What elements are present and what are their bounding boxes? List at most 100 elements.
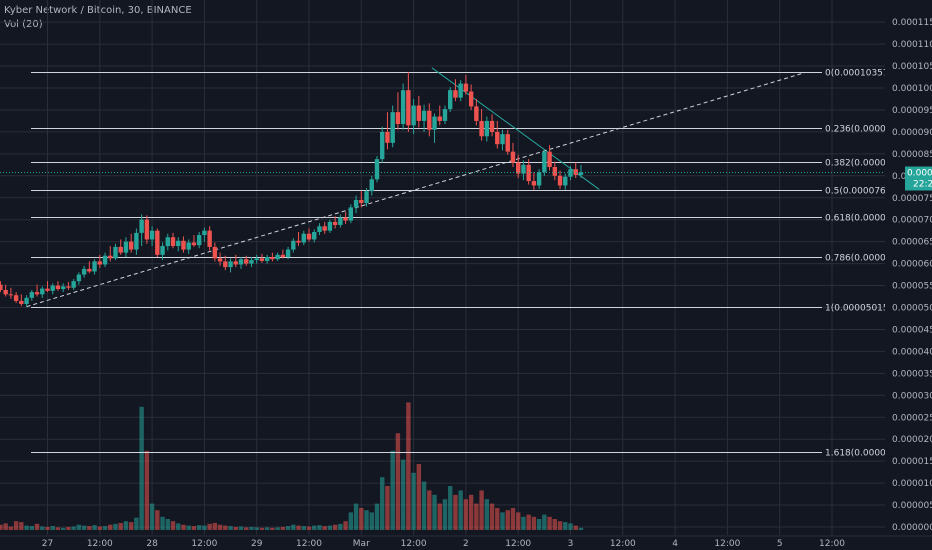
volume-bar [285, 526, 291, 530]
candle-body [552, 167, 558, 176]
candle-body [13, 295, 19, 301]
candle [238, 257, 244, 269]
time-tick-label: 12:00 [610, 539, 636, 549]
time-tick-label: 29 [251, 539, 263, 549]
candle-body [160, 246, 165, 255]
candle [92, 259, 97, 275]
candle-body [489, 120, 495, 132]
candle [217, 252, 223, 266]
volume-bar [536, 519, 542, 530]
volume-bar [468, 494, 474, 530]
candle [327, 219, 333, 233]
volume-bar [113, 523, 118, 530]
candle [338, 214, 343, 228]
time-tick-label: 12:00 [505, 539, 531, 549]
candle [24, 295, 29, 308]
candle [45, 281, 50, 293]
candle-body [327, 221, 333, 231]
candle [3, 284, 8, 297]
candle-body [573, 169, 578, 175]
volume-bar [228, 526, 233, 530]
volume-bar [453, 494, 458, 530]
candle [500, 129, 505, 151]
candle [568, 166, 573, 181]
volume-bar [474, 503, 479, 530]
price-tick-label: 0.00010000 [892, 84, 932, 94]
candle-body [176, 240, 181, 247]
candle-body [395, 112, 401, 124]
candle [542, 149, 547, 176]
candle-body [484, 120, 490, 137]
candle-body [196, 235, 202, 246]
candle-body [301, 233, 306, 243]
candle [186, 239, 191, 254]
time-axis[interactable]: 27 12:00 28 12:00 29 12:00 Mar 12:00 2 12:00 3 12:0… [0, 535, 932, 550]
volume-bar [275, 527, 280, 530]
trend-lines[interactable] [26, 67, 806, 308]
candle [369, 175, 374, 196]
volume-indicator-label[interactable]: Vol (20) [4, 19, 43, 30]
candle-body [448, 90, 453, 110]
candle [280, 249, 286, 259]
price-tick-label: 0.00006500 [892, 238, 932, 248]
volume-bar [573, 525, 578, 530]
volume-bar [385, 486, 390, 530]
volume-bar [353, 503, 359, 530]
candle-body [563, 176, 568, 186]
volume-bar [322, 526, 327, 530]
volume-bar [212, 522, 218, 530]
candle [400, 83, 406, 130]
candle [479, 109, 484, 141]
volume-bar [50, 526, 55, 530]
volume-bar [479, 490, 484, 530]
candle-body [165, 237, 170, 247]
candle [536, 169, 542, 189]
volume-bar [578, 527, 584, 530]
volume-bar [301, 526, 306, 530]
candle [13, 292, 19, 304]
candle-body [238, 259, 244, 265]
price-axis[interactable]: 0.00011500 0.00011000 0.00010500 0.00010000… [885, 0, 932, 550]
candle-body [270, 257, 275, 260]
candle [207, 226, 212, 251]
candle [66, 282, 71, 290]
candle [374, 156, 380, 183]
fib-level-label: 0.5(0.00007686) [825, 187, 901, 197]
candle [448, 87, 453, 113]
candle [291, 238, 296, 253]
candle-body [578, 172, 584, 175]
volume-bar [312, 525, 317, 530]
candle-body [97, 261, 102, 265]
trend-line-ascending [26, 71, 806, 308]
volume-bar [442, 499, 448, 530]
candle [468, 84, 474, 110]
last-price-countdown: 22:29 [913, 180, 932, 190]
last-price-value: 0.00008081 [907, 169, 932, 179]
candle [521, 160, 526, 181]
fibonacci-retracement[interactable]: 0(0.00010357) 0.236(0.00009096) 0.382(0.00… [31, 69, 912, 459]
candle [380, 126, 385, 163]
candle-body [118, 246, 123, 253]
price-tick-label: 0.00000000 [892, 523, 932, 533]
candle [139, 214, 144, 247]
candle-body [113, 246, 118, 259]
candle-body [29, 292, 35, 298]
time-tick-label: 12:00 [819, 539, 845, 549]
volume-bar [395, 433, 401, 530]
volume-bar [374, 503, 380, 530]
volume-bar [557, 521, 563, 530]
candle-body [442, 109, 448, 121]
candle-body [536, 172, 542, 186]
candle [259, 253, 265, 263]
volume-bar [123, 521, 129, 530]
volume-bar [191, 526, 197, 530]
candle-body [505, 134, 510, 152]
candle-body [40, 288, 45, 295]
volume-bar [463, 499, 469, 530]
volume-bar [87, 526, 92, 530]
candle-body [275, 254, 280, 260]
candle [202, 227, 207, 242]
candle [155, 228, 160, 258]
price-tick-label: 0.00001500 [892, 457, 932, 467]
